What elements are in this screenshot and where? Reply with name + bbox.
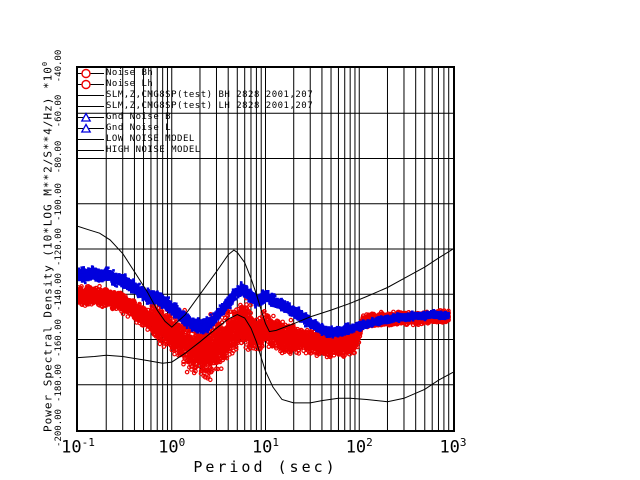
y-tick-label: -160.00 xyxy=(54,318,64,357)
y-tick-label: -80.00 xyxy=(54,140,64,173)
y-axis-title-exponent: 0 xyxy=(41,60,49,67)
data-point xyxy=(271,313,276,319)
y-tick-label: -40.00 xyxy=(54,49,64,83)
data-point xyxy=(191,370,197,376)
data-point xyxy=(184,369,190,375)
data-point xyxy=(97,283,102,289)
plot-canvas xyxy=(78,68,453,430)
data-point xyxy=(257,315,263,321)
y-tick-label: -100.00 xyxy=(54,182,64,221)
data-point xyxy=(238,302,243,308)
y-tick-label: -140.00 xyxy=(54,273,64,312)
data-point xyxy=(288,317,294,323)
data-point xyxy=(172,351,177,357)
y-tick-label: -120.00 xyxy=(54,228,64,266)
data-point xyxy=(125,314,131,319)
y-tick-label: -60.00 xyxy=(54,94,64,128)
y-tick-label: -180.00 xyxy=(54,363,64,402)
data-point xyxy=(244,302,249,307)
data-point xyxy=(280,319,286,325)
y-axis-title-container: Power Spectral Density (10*LOG M**2/S**4… xyxy=(30,61,55,432)
plot-area xyxy=(76,66,455,432)
data-point xyxy=(243,345,249,350)
data-point xyxy=(234,307,239,313)
data-point xyxy=(214,366,219,372)
y-axis-ticks: -40.00 -60.00 -80.00 -100.00 -120.00 -140.00 -… xyxy=(50,50,74,447)
